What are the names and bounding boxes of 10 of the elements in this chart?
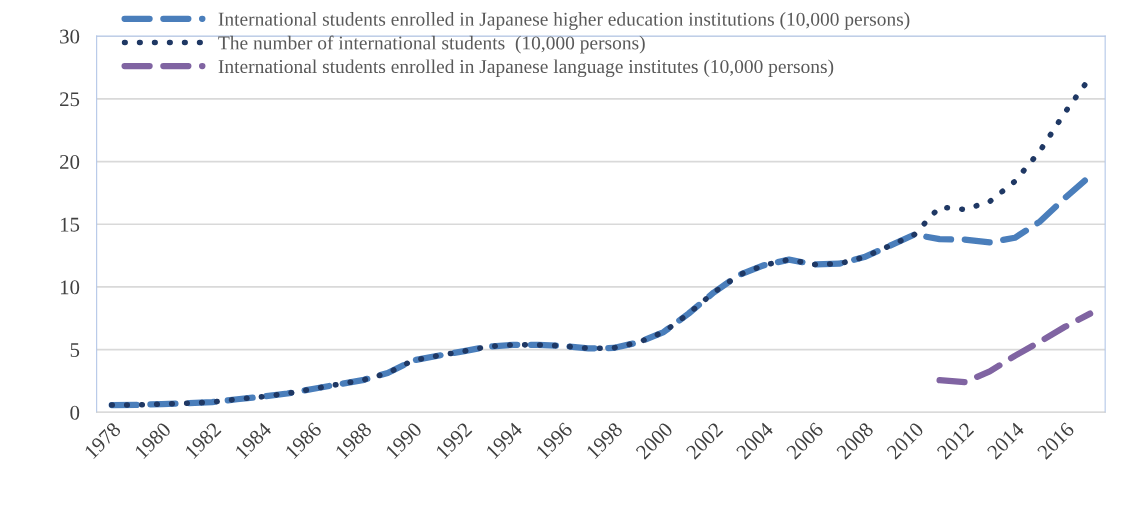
y-tick-label: 20 [60,154,80,169]
y-tick-label: 30 [60,29,80,44]
legend-label: International students enrolled in Japanese language institutes (10,000 persons) [218,59,834,78]
y-tick-label: 15 [60,217,80,232]
y-tick-label: 0 [70,405,80,420]
y-tick-label: 5 [70,343,80,358]
y-tick-label: 25 [60,92,80,107]
legend-label: The number of international students (10,000 persons) [218,35,645,54]
y-tick-label: 10 [60,280,80,295]
legend-label: International students enrolled in Japanese higher education institutions (10,000 persons) [218,12,910,30]
